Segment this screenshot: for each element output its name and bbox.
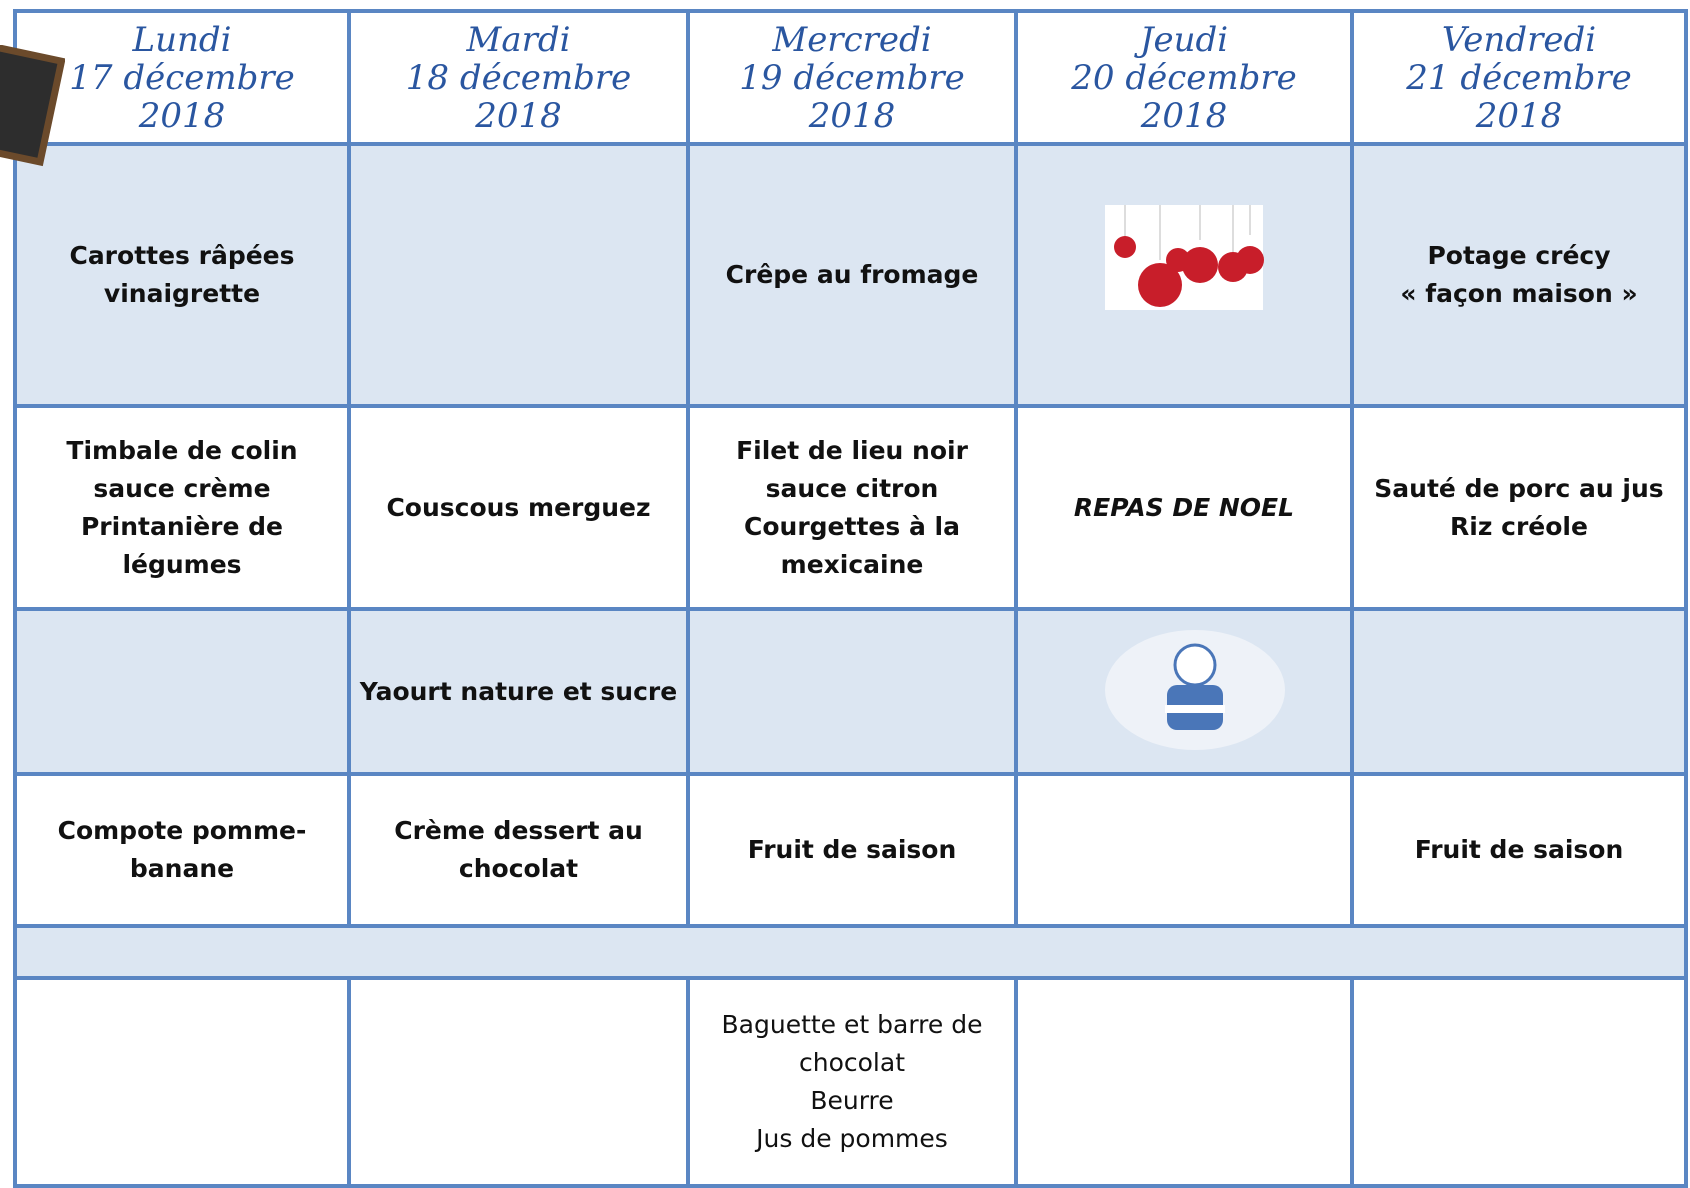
header-date: 19 décembre: [739, 57, 965, 98]
menu-body: Lundi 17 décembre 2018 Mardi 18 décembre 2018…: [13, 9, 1688, 1188]
menu-cell: [13, 607, 351, 776]
header-year: 2018: [475, 95, 562, 136]
menu-cell: Fruit de saison: [1350, 772, 1688, 928]
day-header: Lundi 17 décembre 2018: [13, 9, 351, 146]
menu-cell: [1350, 976, 1688, 1188]
menu-row: Baguette et barre de chocolat Beurre Jus d…: [13, 976, 1688, 1188]
dish: Baguette et barre de chocolat: [721, 1010, 983, 1077]
menu-row: Compote pomme-banane Crème dessert au cho…: [13, 772, 1688, 928]
dish: REPAS DE NOEL: [1073, 492, 1295, 522]
day-header: Mercredi 19 décembre 2018: [686, 9, 1018, 146]
menu-cell: Couscous merguez: [347, 404, 690, 611]
header-date: 17 décembre: [69, 57, 295, 98]
header-year: 2018: [1140, 95, 1228, 136]
menu-cell: Compote pomme-banane: [13, 772, 351, 928]
dish: Timbale de colin sauce crème: [66, 435, 298, 503]
header-year: 2018: [808, 95, 896, 136]
menu-cell: [686, 607, 1018, 776]
header-date: 20 décembre: [1071, 57, 1297, 98]
dish: Beurre: [810, 1086, 894, 1115]
menu-row: Carottes râpées vinaigrette Crêpe au from…: [13, 142, 1688, 408]
ornaments-picture: [1105, 205, 1264, 310]
menu-cell: REPAS DE NOEL: [1014, 404, 1354, 611]
menu-cell: Carottes râpées vinaigrette: [13, 142, 351, 408]
menu-cell: Sauté de porc au jus Riz créole: [1350, 404, 1688, 611]
day-header: Vendredi 21 décembre 2018: [1350, 9, 1688, 146]
menu-cell: [1014, 142, 1354, 408]
dish: Sauté de porc au jus: [1374, 473, 1664, 503]
menu-cell: [13, 976, 351, 1188]
menu-cell: Timbale de colin sauce crème Printanière …: [13, 404, 351, 611]
menu-cell: Filet de lieu noir sauce citron Courgette…: [686, 404, 1018, 611]
header-year: 2018: [138, 95, 226, 136]
menu-cell: [347, 976, 690, 1188]
header-day: Mardi: [466, 19, 571, 60]
menu-cell: [1014, 772, 1354, 928]
dish: Fruit de saison: [747, 835, 957, 864]
menu-cell: Crème dessert au chocolat: [347, 772, 690, 928]
dish: Yaourt nature et sucre: [359, 676, 678, 706]
menu-cell: [1014, 976, 1354, 1188]
header-row: Lundi 17 décembre 2018 Mardi 18 décembre 2018…: [13, 9, 1688, 146]
header-date: 21 décembre: [1406, 57, 1632, 98]
dish: Compote pomme-banane: [57, 816, 307, 883]
dish: « façon maison »: [1400, 279, 1638, 308]
dish: Riz créole: [1450, 511, 1588, 541]
dish: Printanière de légumes: [80, 511, 283, 579]
dish: Carottes râpées vinaigrette: [69, 241, 295, 308]
dish: Crème dessert au chocolat: [394, 816, 643, 883]
dish: Filet de lieu noir sauce citron: [736, 435, 968, 503]
menu-cell: Potage crécy « façon maison »: [1350, 142, 1688, 408]
dish: Jus de pommes: [756, 1124, 948, 1153]
menu-cell: Fruit de saison: [686, 772, 1018, 928]
header-date: 18 décembre: [405, 57, 632, 98]
dish: Crêpe au fromage: [725, 260, 979, 289]
menu-cell: Baguette et barre de chocolat Beurre Jus d…: [686, 976, 1018, 1188]
menu-table: Lundi 17 décembre 2018 Mardi 18 décembre 2018…: [13, 9, 1688, 1188]
dish: Fruit de saison: [1414, 835, 1624, 864]
dish: Courgettes à la mexicaine: [744, 511, 960, 579]
day-header: Mardi 18 décembre 2018: [347, 9, 690, 146]
menu-cell: [1350, 607, 1688, 776]
menu-cell: Crêpe au fromage: [686, 142, 1018, 408]
day-header: Jeudi 20 décembre 2018: [1014, 9, 1354, 146]
dish: Couscous merguez: [386, 492, 651, 522]
header-day: Lundi: [132, 19, 232, 60]
dish: Potage crécy: [1427, 241, 1611, 270]
separator-row: [13, 924, 1688, 980]
header-day: Mercredi: [772, 19, 932, 60]
menu-row: Timbale de colin sauce crème Printanière …: [13, 404, 1688, 611]
header-day: Jeudi: [1139, 19, 1229, 60]
santa-picture: [1105, 630, 1285, 750]
menu-cell: [347, 142, 690, 408]
menu-row: Yaourt nature et sucre: [13, 607, 1688, 776]
header-day: Vendredi: [1441, 19, 1597, 60]
chalkboard-picture: [0, 45, 65, 167]
menu-cell: Yaourt nature et sucre: [347, 607, 690, 776]
header-year: 2018: [1475, 95, 1563, 136]
separator-cell: [13, 924, 1688, 980]
